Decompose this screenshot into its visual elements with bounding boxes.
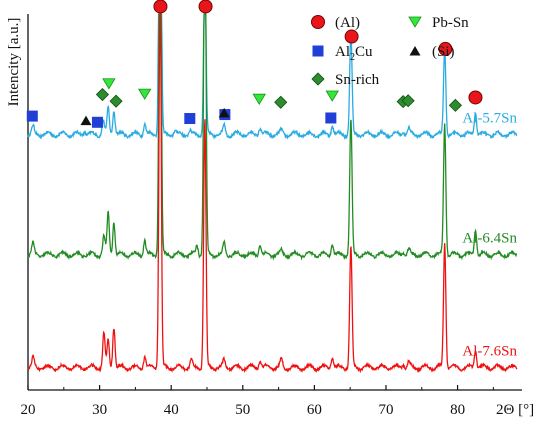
- axes: [27, 14, 522, 391]
- legend-marker: [311, 15, 325, 29]
- marker-diamond: [95, 87, 110, 102]
- x-axis-label: 2Θ [°]: [496, 402, 534, 418]
- legend-marker: [311, 72, 325, 86]
- legend-marker: [312, 45, 324, 57]
- series-label: Al-5.7Sn: [462, 110, 517, 126]
- marker-diamond: [109, 94, 123, 108]
- marker-diamond: [448, 98, 462, 112]
- legend-label: Pb-Sn: [432, 15, 469, 31]
- x-tick-label: 70: [378, 402, 393, 418]
- legend-label: Al2Cu: [335, 44, 373, 63]
- marker-triangle-down: [137, 88, 152, 100]
- x-tick-label: 40: [164, 402, 179, 418]
- marker-circle: [153, 0, 168, 14]
- legend-label: (Si): [432, 44, 455, 60]
- marker-square: [26, 110, 38, 122]
- marker-square: [325, 112, 337, 124]
- marker-triangle-up: [218, 107, 230, 118]
- marker-circle: [344, 29, 359, 44]
- series-label: Al-6.4Sn: [462, 231, 517, 247]
- series-group: [27, 13, 518, 374]
- marker-diamond: [401, 94, 415, 108]
- series-line-Al-7.6Sn: [27, 13, 518, 374]
- x-tick-label: 80: [450, 402, 465, 418]
- x-ticks: 20 30 40 50 60 70 80: [21, 385, 494, 418]
- marker-circle: [438, 41, 453, 56]
- marker-triangle-down: [325, 90, 339, 102]
- marker-triangle-down: [102, 78, 116, 90]
- legend-marker: [408, 16, 422, 28]
- legend: (Al) Pb-Sn Al2Cu (Si) Sn-rich: [311, 15, 469, 88]
- legend-label: Sn-rich: [335, 72, 380, 88]
- x-tick-label: 20: [21, 402, 36, 418]
- marker-square: [184, 113, 196, 125]
- y-axis-label: Intencity [a.u.]: [6, 18, 22, 107]
- series-labels: Al-5.7Sn Al-6.4Sn Al-7.6Sn: [462, 110, 517, 359]
- marker-circle: [198, 0, 213, 14]
- series-label: Al-7.6Sn: [462, 343, 517, 359]
- x-tick-label: 60: [307, 402, 322, 418]
- legend-marker: [409, 46, 421, 56]
- x-tick-label: 50: [235, 402, 250, 418]
- series-line-Al-6.4Sn: [27, 13, 518, 261]
- marker-square: [91, 116, 103, 128]
- marker-triangle-up: [80, 115, 92, 126]
- marker-circle: [468, 90, 483, 105]
- phase-markers: [26, 0, 483, 128]
- marker-diamond: [274, 95, 288, 109]
- series-line-Al-5.7Sn: [27, 13, 518, 141]
- marker-triangle-down: [252, 93, 266, 105]
- legend-label: (Al): [335, 15, 360, 31]
- x-tick-label: 30: [92, 402, 107, 418]
